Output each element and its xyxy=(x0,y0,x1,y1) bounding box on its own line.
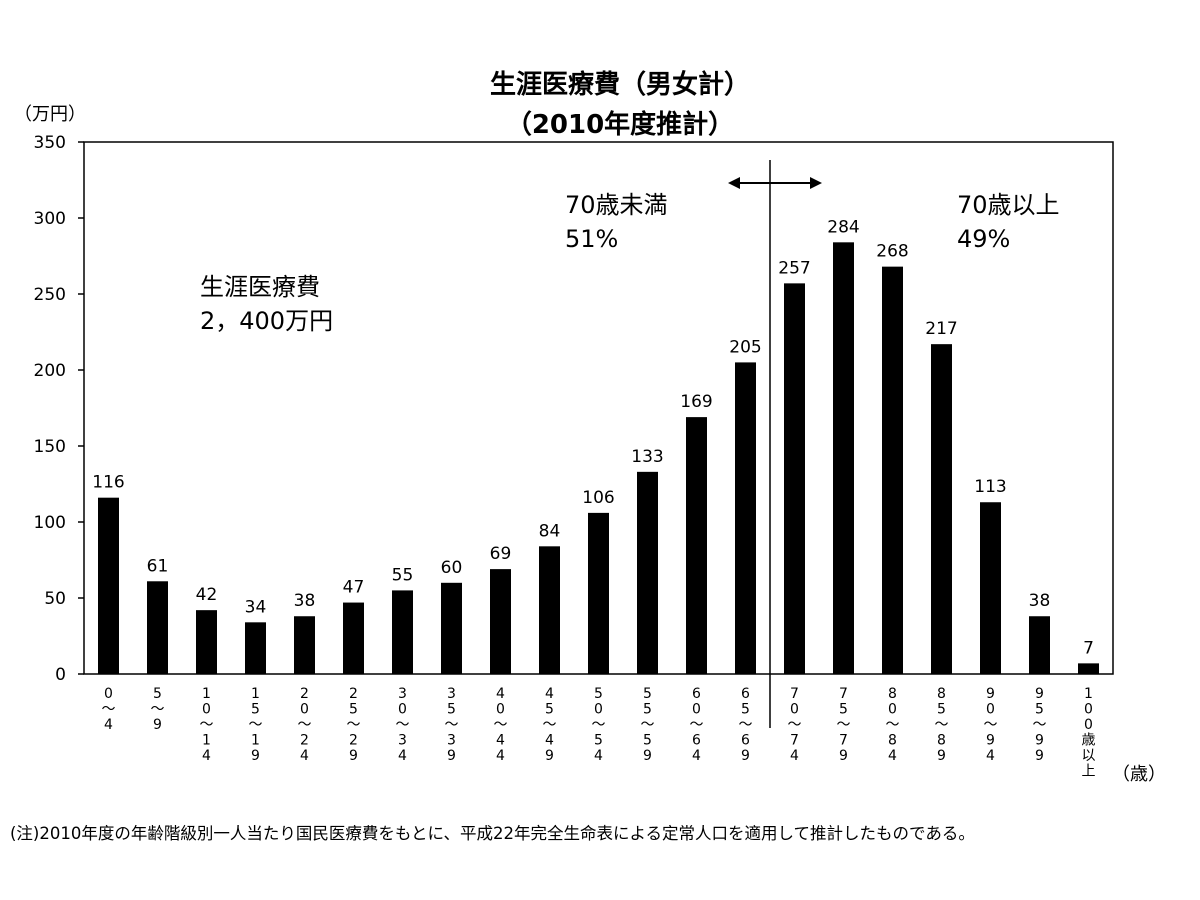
annotation-under-70-value: 51% xyxy=(565,225,619,253)
bar-value-label-16: 268 xyxy=(876,242,908,262)
x-tick-label-18: 9 0 ～ 9 4 xyxy=(984,686,998,764)
bar-4 xyxy=(294,616,315,674)
annotation-over-70-value: 49% xyxy=(957,225,1011,253)
chart-title: 生涯医療費（男女計） xyxy=(489,70,750,100)
bars-group xyxy=(98,242,1099,674)
x-tick-label-4: 2 0 ～ 2 4 xyxy=(298,686,312,764)
x-tick-label-15: 7 5 ～ 7 9 xyxy=(837,686,851,764)
bar-5 xyxy=(343,602,364,674)
y-tick-label-0: 0 xyxy=(55,665,66,685)
bar-9 xyxy=(539,546,560,674)
chart-subtitle: （2010年度推計） xyxy=(505,110,735,140)
bar-value-label-19: 38 xyxy=(1029,591,1051,611)
bar-value-label-13: 205 xyxy=(729,337,761,357)
x-tick-label-16: 8 0 ～ 8 4 xyxy=(886,686,900,764)
bar-value-label-0: 116 xyxy=(92,473,124,493)
x-tick-label-12: 6 0 ～ 6 4 xyxy=(690,686,704,764)
y-axis-unit-label: （万円） xyxy=(14,104,86,125)
bar-value-label-12: 169 xyxy=(680,392,712,412)
x-tick-label-11: 5 5 ～ 5 9 xyxy=(641,686,655,764)
y-tick-label-300: 300 xyxy=(34,209,66,229)
x-axis-unit-label: （歳） xyxy=(1112,764,1166,785)
x-tick-label-3: 1 5 ～ 1 9 xyxy=(249,686,263,764)
x-tick-label-20: 1 0 0 歳以上 xyxy=(1082,686,1096,780)
bar-6 xyxy=(392,590,413,674)
bar-12 xyxy=(686,417,707,674)
bar-value-label-1: 61 xyxy=(147,556,169,576)
bar-value-label-18: 113 xyxy=(974,477,1006,497)
footnote: (注)2010年度の年齢階級別一人当たり国民医療費をもとに、平成22年完全生命表… xyxy=(10,824,975,843)
y-axis: 0 50 100 150 200 250 300 350 xyxy=(34,133,84,685)
value-labels-group: 116 61 42 34 38 47 55 60 69 84 106 133 169 205 257 284 2… xyxy=(92,217,1094,658)
x-tick-label-1: 5 ～ 9 xyxy=(151,686,165,733)
bar-value-label-8: 69 xyxy=(490,544,512,564)
x-tick-label-5: 2 5 ～ 2 9 xyxy=(347,686,361,764)
bar-19 xyxy=(1029,616,1050,674)
bar-value-label-15: 284 xyxy=(827,217,859,237)
bar-10 xyxy=(588,512,609,674)
annotation-total-label: 生涯医療費 xyxy=(200,273,320,301)
bar-17 xyxy=(931,344,952,674)
arrow-right-head xyxy=(810,177,822,189)
annotation-under-70: 70歳未満 51% xyxy=(565,188,668,256)
bar-0 xyxy=(98,497,119,674)
bar-value-label-10: 106 xyxy=(582,488,614,508)
age-divider xyxy=(728,160,822,728)
bar-value-label-9: 84 xyxy=(539,521,561,541)
bar-3 xyxy=(245,622,266,674)
x-tick-label-0: 0 ～ 4 xyxy=(102,686,116,733)
x-tick-label-9: 4 5 ～ 4 9 xyxy=(543,686,557,764)
annotation-over-70-label: 70歳以上 xyxy=(957,191,1060,219)
y-tick-label-100: 100 xyxy=(34,513,66,533)
y-tick-label-350: 350 xyxy=(34,133,66,153)
bar-11 xyxy=(637,471,658,674)
x-tick-label-2: 1 0 ～ 1 4 xyxy=(200,686,214,764)
y-tick-label-150: 150 xyxy=(34,437,66,457)
x-tick-label-19: 9 5 ～ 9 9 xyxy=(1033,686,1047,764)
y-tick-label-50: 50 xyxy=(44,589,66,609)
bar-value-label-6: 55 xyxy=(392,565,414,585)
x-tick-labels-group: 0 ～ 4 5 ～ 9 1 0 ～ 1 4 1 5 ～ 1 9 2 0 ～ 2 4 2 5 ～ 2 9 3 0 ～ 3 4 3 5 ～ 3 9 4 0 ～ 4… xyxy=(102,686,1096,780)
bar-value-label-11: 133 xyxy=(631,447,663,467)
bar-1 xyxy=(147,581,168,674)
x-tick-label-17: 8 5 ～ 8 9 xyxy=(935,686,949,764)
bar-7 xyxy=(441,582,462,674)
annotation-over-70: 70歳以上 49% xyxy=(957,188,1060,256)
bar-14 xyxy=(784,283,805,674)
bar-value-label-17: 217 xyxy=(925,319,957,339)
bar-20 xyxy=(1078,663,1099,674)
x-tick-label-7: 3 5 ～ 3 9 xyxy=(445,686,459,764)
x-tick-label-14: 7 0 ～ 7 4 xyxy=(788,686,802,764)
x-tick-label-6: 3 0 ～ 3 4 xyxy=(396,686,410,764)
annotation-total-value: 2，400万円 xyxy=(200,307,334,335)
bar-value-label-7: 60 xyxy=(441,558,463,578)
bar-value-label-14: 257 xyxy=(778,258,810,278)
bar-value-label-2: 42 xyxy=(196,585,218,605)
bar-value-label-5: 47 xyxy=(343,578,365,598)
annotation-total: 生涯医療費 2，400万円 xyxy=(200,270,333,338)
arrow-left-head xyxy=(728,177,740,189)
bar-18 xyxy=(980,502,1001,674)
annotation-under-70-label: 70歳未満 xyxy=(565,191,668,219)
bar-2 xyxy=(196,610,217,674)
bar-8 xyxy=(490,569,511,674)
bar-16 xyxy=(882,266,903,674)
x-tick-label-8: 4 0 ～ 4 4 xyxy=(494,686,508,764)
x-tick-label-13: 6 5 ～ 6 9 xyxy=(739,686,753,764)
x-tick-label-10: 5 0 ～ 5 4 xyxy=(592,686,606,764)
y-tick-label-200: 200 xyxy=(34,361,66,381)
y-tick-label-250: 250 xyxy=(34,285,66,305)
bar-value-label-3: 34 xyxy=(245,597,267,617)
bar-13 xyxy=(735,362,756,674)
bar-15 xyxy=(833,242,854,674)
bar-value-label-20: 7 xyxy=(1083,638,1094,658)
bar-value-label-4: 38 xyxy=(294,591,316,611)
